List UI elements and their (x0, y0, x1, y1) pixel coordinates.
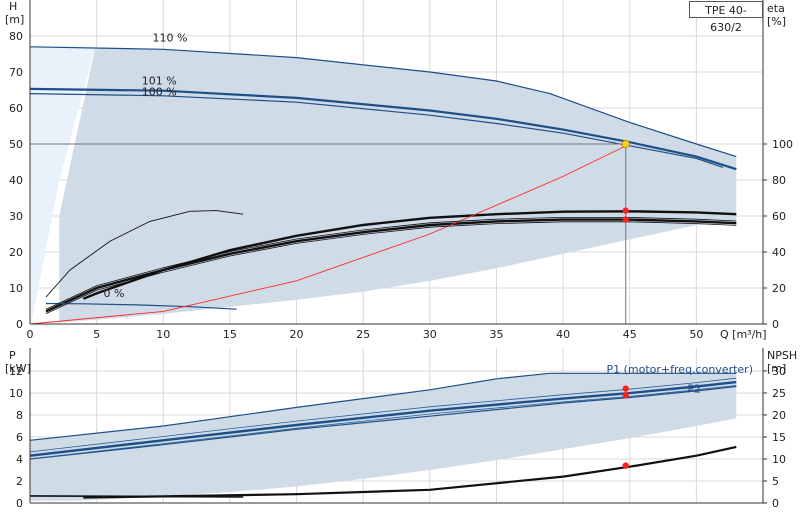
top-y2-tick-label: 40 (772, 246, 786, 259)
chart-title: TPE 40-630/2 (689, 1, 763, 34)
bottom-y2-tick-label: 10 (772, 453, 786, 466)
bottom-y-tick-label: 12 (9, 365, 23, 378)
bottom-bundle-line (29, 377, 737, 453)
bottom-plot-axes: 0 2 4 6 8 10 12 0 5 10 15 20 25 30 (9, 348, 786, 510)
bottom-y-tick-label: 8 (16, 409, 23, 422)
top-series-line (45, 210, 244, 298)
bottom-y-label-line2: [kW] (5, 362, 31, 375)
bottom-y2-tick-label: 30 (772, 365, 786, 378)
eta-point (622, 207, 629, 214)
top-x-tick-label: 30 (423, 328, 437, 341)
curve-label: 110 % (152, 31, 187, 44)
bottom-point (622, 462, 629, 469)
bottom-y-label-line1: P (9, 349, 16, 362)
top-x-tick-label: 20 (290, 328, 304, 341)
curve-label: 101 % (142, 75, 177, 88)
top-series-line (45, 302, 237, 310)
bottom-y-tick-label: 0 (16, 497, 23, 510)
top-x-tick-label: 15 (223, 328, 237, 341)
bottom-y2-tick-label: 20 (772, 409, 786, 422)
top-series-line (29, 143, 630, 325)
top-series-line (29, 93, 724, 168)
bottom-y2-tick-label: 0 (772, 497, 779, 510)
bottom-y2-tick-label: 5 (772, 475, 779, 488)
bottom-series-line (29, 385, 737, 460)
top-series-line (29, 87, 737, 171)
top-y2-tick-label: 0 (772, 318, 779, 331)
bottom-y2-tick-label: 15 (772, 431, 786, 444)
top-x-tick-label: 35 (489, 328, 503, 341)
top-x-tick-label: 10 (156, 328, 170, 341)
top-y2-tick-label: 80 (772, 174, 786, 187)
curve-label: 0 % (103, 287, 124, 300)
top-y-label-line2: [m] (5, 13, 24, 26)
bottom-series-line (29, 380, 737, 457)
p2-label: P2 (687, 383, 701, 396)
bottom-y-tick-label: 10 (9, 387, 23, 400)
top-series-line (29, 46, 737, 158)
top-x-tick-label: 40 (556, 328, 570, 341)
bottom-operating-envelope (30, 373, 737, 501)
top-y-tick-label: 30 (9, 210, 23, 223)
bottom-y-tick-label: 6 (16, 431, 23, 444)
top-plot-axes: 0 10 20 30 40 50 60 70 80 0 5 10 15 20 25 30 35 40 45 50 0 20… (9, 0, 793, 341)
bottom-y2-tick-label: 25 (772, 387, 786, 400)
top-eta-bundle-line (45, 221, 737, 314)
bottom-plot-series: P1 (motor+freq.converter) P2 (29, 363, 754, 499)
top-x-tick-label: 50 (689, 328, 703, 341)
top-y-label-line1: H (9, 0, 17, 13)
top-y-tick-label: 0 (16, 318, 23, 331)
top-y-tick-label: 40 (9, 174, 23, 187)
bottom-y2-label-line2: [m] (767, 362, 786, 375)
top-series-line (82, 210, 737, 300)
duty-point (621, 139, 630, 149)
top-y2-tick-label: 60 (772, 210, 786, 223)
bottom-bundle-line (29, 385, 737, 460)
top-y-tick-label: 80 (9, 30, 23, 43)
bottom-y-tick-label: 2 (16, 475, 23, 488)
top-y2-tick-label: 20 (772, 282, 786, 295)
top-x-tick-label: 25 (356, 328, 370, 341)
p1-label: P1 (motor+freq.converter) (607, 363, 754, 376)
bottom-y-tick-label: 4 (16, 453, 23, 466)
bottom-series-line (29, 372, 737, 441)
top-y2-label-line2: [%] (767, 15, 786, 28)
top-y-tick-label: 10 (9, 282, 23, 295)
bottom-point (622, 392, 629, 399)
eta-point (622, 216, 629, 223)
top-x-tick-label: 5 (93, 328, 100, 341)
top-x-tick-label: 0 (27, 328, 34, 341)
top-y2-tick-label: 100 (772, 138, 793, 151)
bottom-plot-areas (30, 373, 737, 501)
top-y-tick-label: 20 (9, 246, 23, 259)
top-x-tick-label: 45 (623, 328, 637, 341)
top-eta-bundle-line (45, 217, 737, 310)
top-y2-label-line1: eta (767, 2, 785, 15)
top-x-label: Q [m³/h] (720, 328, 767, 341)
top-light-wedge (30, 46, 96, 325)
top-y-tick-label: 60 (9, 102, 23, 115)
top-plot-series: 110 % 101 %100 % 0 % (29, 31, 737, 325)
top-y-tick-label: 70 (9, 66, 23, 79)
top-y-tick-label: 50 (9, 138, 23, 151)
bottom-point (622, 385, 629, 392)
curve-label: 100 % (142, 85, 177, 98)
bottom-series-line (29, 495, 244, 498)
bottom-y2-label-line1: NPSH (767, 349, 797, 362)
